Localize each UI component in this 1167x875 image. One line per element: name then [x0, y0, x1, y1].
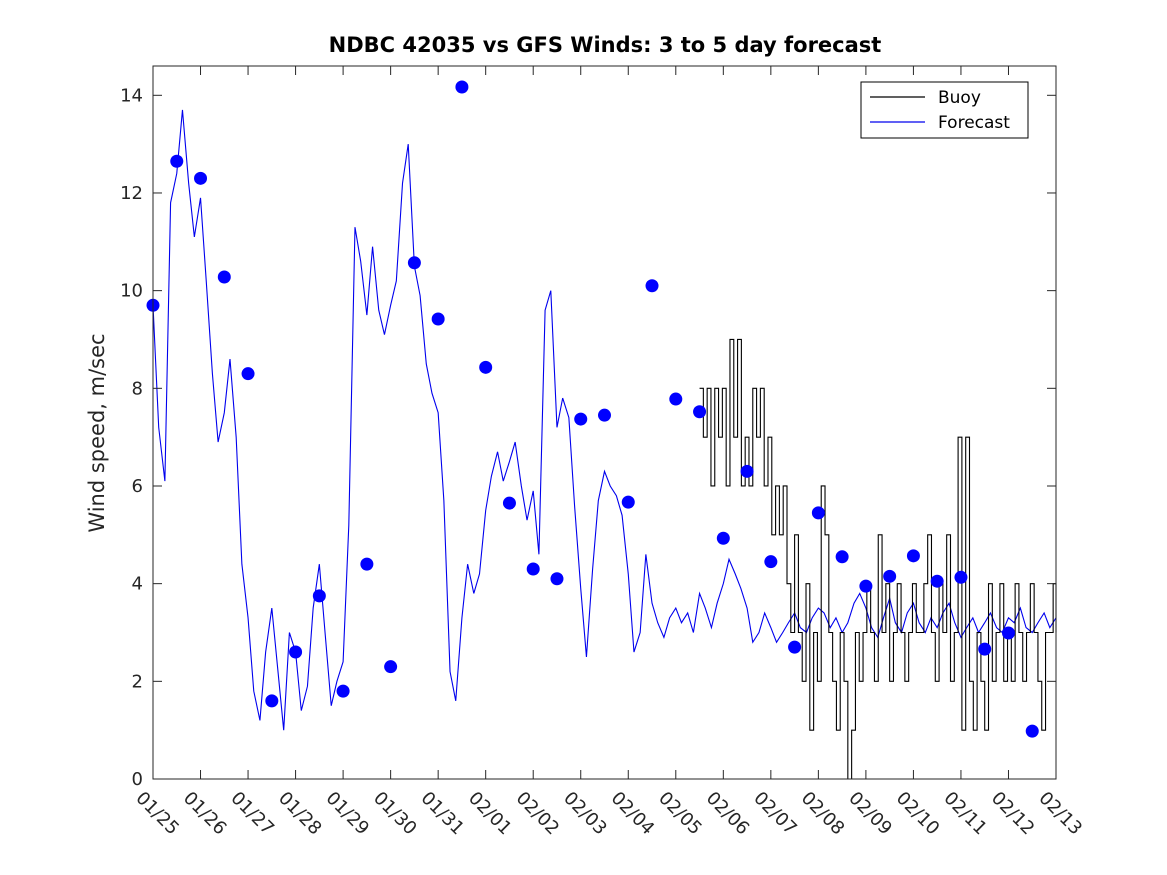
y-tick-label: 2 — [132, 671, 143, 692]
x-tick-label: 01/29 — [322, 788, 374, 840]
observation-marker — [740, 464, 754, 478]
observation-marker — [883, 569, 897, 583]
forecast-line — [152, 109, 1057, 731]
observation-marker — [265, 694, 279, 708]
legend-box — [860, 81, 1029, 139]
y-tick-label: 4 — [132, 574, 143, 595]
observation-marker — [716, 531, 730, 545]
observation-marker — [978, 642, 992, 656]
plot-background — [153, 66, 1056, 779]
x-tick-label: 02/06 — [702, 788, 754, 840]
x-tick-label: 02/05 — [654, 788, 706, 840]
y-tick-label: 12 — [120, 183, 143, 204]
x-tick-label: 01/26 — [179, 788, 231, 840]
observation-marker — [502, 496, 516, 510]
observation-marker — [645, 279, 659, 293]
y-tick-label: 14 — [120, 85, 143, 106]
observation-marker — [431, 312, 445, 326]
observation-marker — [289, 645, 303, 659]
observation-marker — [360, 557, 374, 571]
observation-marker — [598, 408, 611, 422]
x-tick-label: 02/13 — [1034, 788, 1086, 840]
observation-marker — [241, 367, 255, 381]
x-tick-label: 02/09 — [844, 788, 896, 840]
x-tick-label: 01/30 — [369, 788, 421, 840]
observation-marker — [1001, 626, 1015, 640]
x-tick-label: 01/31 — [417, 788, 469, 840]
observation-marker — [407, 256, 421, 270]
legend: Buoy Forecast — [860, 81, 1029, 139]
y-axis-label: Wind speed, m/sec — [85, 333, 109, 532]
observation-marker — [788, 640, 802, 654]
observation-marker — [550, 572, 564, 586]
x-tick-label: 02/07 — [749, 788, 801, 840]
observation-marker — [811, 506, 825, 520]
observation-marker — [479, 360, 493, 374]
observation-marker — [954, 570, 968, 584]
x-tick-label: 01/28 — [274, 788, 326, 840]
observation-marker — [693, 405, 707, 419]
buoy-line — [699, 338, 1057, 780]
observation-marker — [170, 154, 184, 168]
observation-marker — [764, 555, 778, 569]
x-tick-label: 02/03 — [559, 788, 611, 840]
axes-box — [152, 65, 1057, 780]
chart-title: NDBC 42035 vs GFS Winds: 3 to 5 day fore… — [329, 33, 882, 57]
y-tick-label: 6 — [132, 476, 143, 497]
x-tick-label: 02/08 — [797, 788, 849, 840]
x-tick-label: 01/25 — [131, 788, 183, 840]
observation-marker — [526, 562, 540, 576]
observation-marker — [906, 549, 920, 563]
legend-label-buoy: Buoy — [938, 88, 981, 108]
legend-label-forecast: Forecast — [938, 113, 1010, 133]
x-tick-label: 02/04 — [607, 788, 659, 840]
x-tick-label: 02/12 — [987, 788, 1039, 840]
observation-marker — [336, 684, 350, 698]
observation-marker — [312, 589, 326, 603]
x-tick-label: 02/01 — [464, 788, 516, 840]
observation-marker — [574, 412, 588, 426]
observation-marker — [835, 550, 849, 564]
y-tick-label: 10 — [120, 281, 143, 302]
y-tick-label: 0 — [132, 769, 143, 790]
x-tick-label: 02/11 — [939, 788, 991, 840]
observation-marker — [859, 579, 873, 593]
observation-marker — [930, 574, 944, 588]
x-tick-label: 01/27 — [227, 788, 279, 840]
observation-marker — [194, 171, 208, 185]
y-tick-label: 8 — [132, 378, 143, 399]
observation-marker — [217, 270, 231, 284]
observation-marker — [669, 392, 683, 406]
observation-marker — [621, 495, 635, 509]
x-tick-label: 02/02 — [512, 788, 564, 840]
observation-marker — [384, 660, 398, 674]
observation-marker — [1025, 724, 1039, 738]
plot-area: 0246810121401/2501/2601/2701/2801/2901/3… — [120, 65, 1086, 840]
x-tick-label: 02/10 — [892, 788, 944, 840]
observation-marker — [455, 80, 469, 94]
